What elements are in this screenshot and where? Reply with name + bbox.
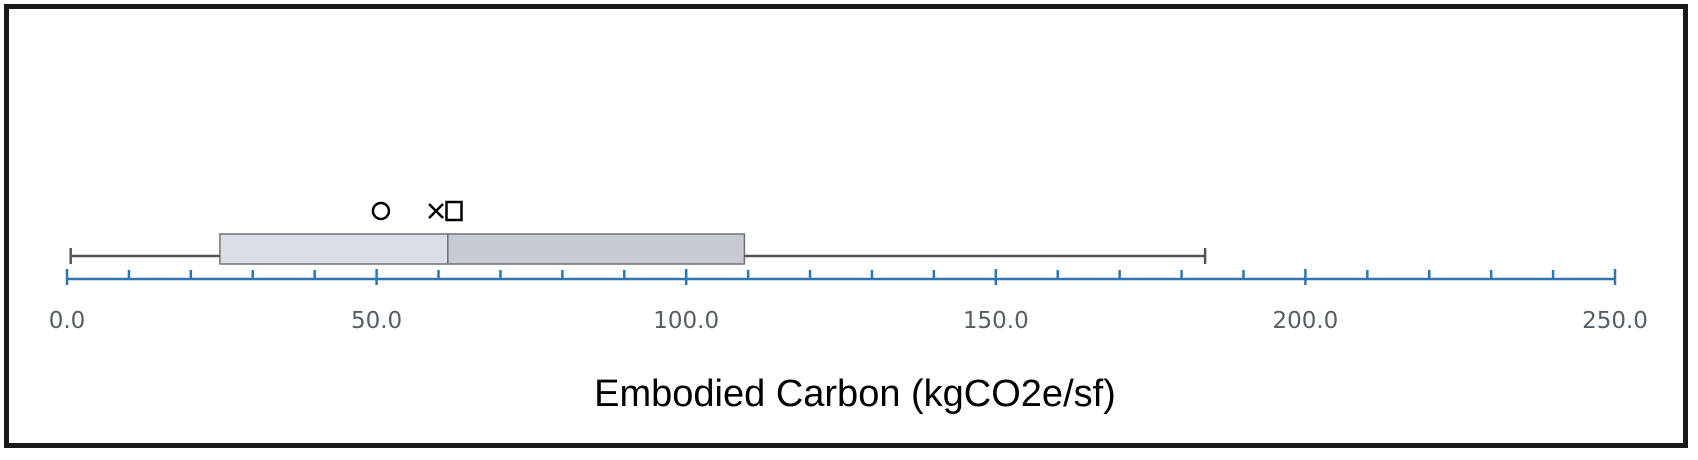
x-tick-label: 100.0: [653, 308, 719, 334]
marker-x: [428, 203, 444, 219]
x-tick-label: 250.0: [1582, 308, 1648, 334]
marker-x-stroke: [428, 203, 444, 219]
box-lower-half: [219, 233, 449, 265]
x-tick-label: 150.0: [963, 308, 1029, 334]
box-upper-half: [447, 233, 746, 265]
chart-frame: [4, 4, 1688, 448]
marker-square: [445, 200, 463, 222]
x-tick-label: 0.0: [49, 308, 86, 334]
x-axis-title: Embodied Carbon (kgCO2e/sf): [594, 373, 1116, 415]
x-tick-label: 50.0: [351, 308, 402, 334]
x-tick-label: 200.0: [1272, 308, 1338, 334]
mean-marker-circle: [371, 201, 391, 221]
